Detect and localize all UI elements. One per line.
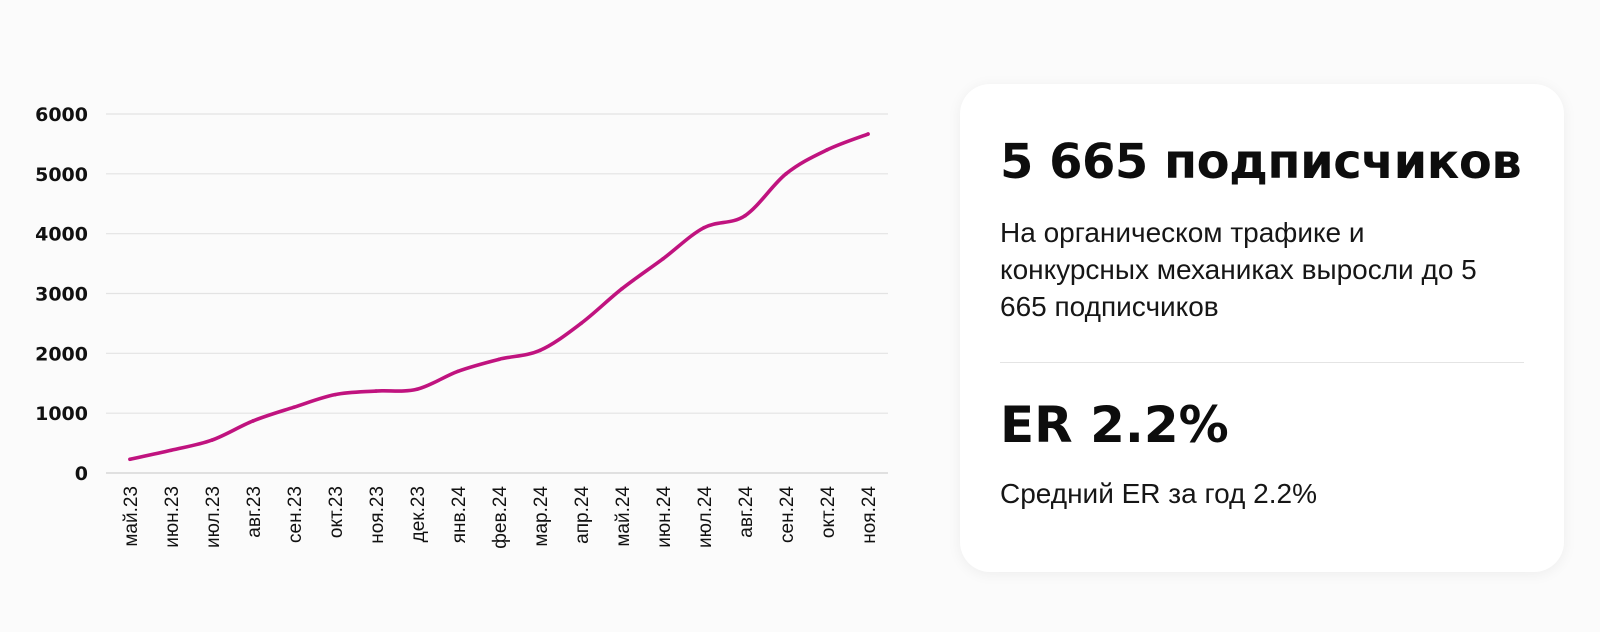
x-tick-label: май.23 xyxy=(121,486,142,547)
x-tick-label: авг.24 xyxy=(736,486,757,538)
y-axis-ticks: 0 1000 2000 3000 4000 5000 6000 xyxy=(35,104,88,485)
data-point xyxy=(292,405,296,409)
x-tick-label: мар.24 xyxy=(531,486,552,547)
data-point xyxy=(825,148,829,152)
data-point xyxy=(128,457,132,462)
x-tick-label: июн.24 xyxy=(654,486,675,548)
x-tick-label: ноя.23 xyxy=(367,486,388,544)
data-point xyxy=(415,387,419,392)
data-point xyxy=(620,286,624,291)
data-point xyxy=(456,369,460,374)
series-layer xyxy=(128,132,870,462)
data-point xyxy=(743,213,747,218)
y-tick-label: 3000 xyxy=(35,284,88,306)
x-tick-label: июн.23 xyxy=(162,486,183,548)
x-tick-label: окт.24 xyxy=(818,486,839,539)
y-tick-label: 5000 xyxy=(35,164,88,186)
subscribers-line-chart: 0 1000 2000 3000 4000 5000 6000 май.23 июн.23 ию… xyxy=(35,104,888,549)
y-tick-label: 2000 xyxy=(35,343,88,365)
subscribers-description: На органическом трафике и конкурсных мех… xyxy=(1000,217,1477,322)
data-point xyxy=(169,448,173,453)
x-tick-label: ноя.24 xyxy=(859,486,880,544)
data-point xyxy=(333,392,337,397)
x-tick-label: июл.23 xyxy=(203,486,224,548)
x-tick-label: фев.24 xyxy=(490,486,511,549)
data-point xyxy=(538,348,542,353)
subscribers-headline: 5 665 подписчиков xyxy=(1000,134,1522,190)
data-point xyxy=(784,172,788,176)
x-tick-label: окт.23 xyxy=(326,486,347,538)
data-point xyxy=(497,357,501,362)
data-point xyxy=(210,438,214,442)
x-tick-label: апр.24 xyxy=(572,486,593,544)
x-tick-label: июл.24 xyxy=(695,486,716,548)
x-tick-label: сен.23 xyxy=(285,486,306,543)
x-axis-ticks: май.23 июн.23 июл.23 авг.23 сен.23 окт.23 ноя.… xyxy=(121,486,880,549)
er-headline: ER 2.2% xyxy=(1000,396,1229,454)
data-point xyxy=(866,132,870,136)
y-tick-label: 4000 xyxy=(35,224,88,246)
x-tick-label: сен.24 xyxy=(777,486,798,543)
x-tick-label: май.24 xyxy=(613,486,634,547)
data-point xyxy=(374,389,378,393)
data-point xyxy=(702,225,706,230)
subscribers-series-line xyxy=(128,132,870,462)
card-divider xyxy=(1000,362,1524,363)
data-point xyxy=(661,256,665,261)
y-tick-label: 1000 xyxy=(35,403,88,425)
er-description: Средний ER за год 2.2% xyxy=(1000,478,1317,509)
x-tick-label: авг.23 xyxy=(244,486,265,538)
y-tick-label: 0 xyxy=(75,463,88,485)
x-tick-label: дек.23 xyxy=(408,486,429,542)
data-point xyxy=(251,419,255,423)
x-tick-label: янв.24 xyxy=(449,486,470,544)
y-tick-label: 6000 xyxy=(35,104,88,126)
summary-card: 5 665 подписчиков На органическом трафик… xyxy=(960,84,1564,572)
data-point xyxy=(579,321,583,326)
grid-lines xyxy=(106,113,888,474)
